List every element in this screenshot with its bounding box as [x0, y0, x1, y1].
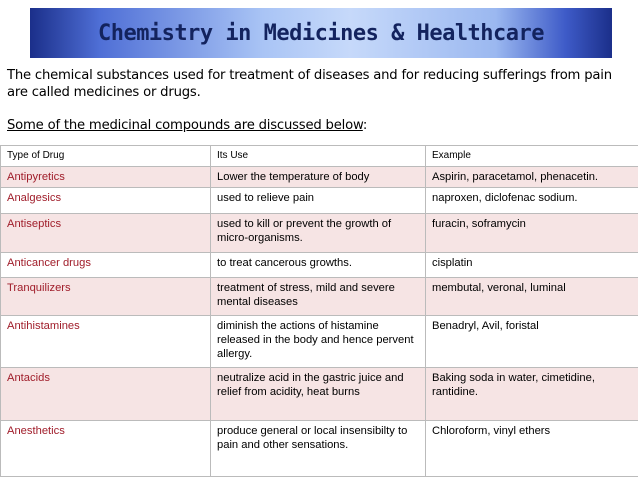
drug-type: Anesthetics	[0, 420, 211, 477]
table-row: Anesthetics produce general or local inse…	[0, 420, 638, 477]
header-row: Type of Drug Its Use Example	[0, 145, 638, 167]
table-row: Anticancer drugs to treat cancerous growt…	[0, 252, 638, 278]
subheading: Some of the medicinal compounds are disc…	[7, 118, 367, 133]
subheading-text: Some of the medicinal compounds are disc…	[7, 118, 363, 133]
title-banner: Chemistry in Medicines & Healthcare	[30, 8, 612, 58]
drug-type: Tranquilizers	[0, 277, 211, 316]
drug-type: Antiseptics	[0, 213, 211, 253]
drug-use: diminish the actions of histamine releas…	[210, 315, 426, 368]
table-row: Antacids neutralize acid in the gastric j…	[0, 367, 638, 421]
table-row: Antipyretics Lower the temperature of bod…	[0, 166, 638, 188]
intro-text: The chemical substances used for treatme…	[7, 68, 612, 100]
table-row: Antiseptics used to kill or prevent the g…	[0, 213, 638, 253]
drug-type: Antipyretics	[0, 166, 211, 188]
drug-example: furacin, soframycin	[425, 213, 638, 253]
drug-example: cisplatin	[425, 252, 638, 278]
drug-example: Baking soda in water, cimetidine, rantid…	[425, 367, 638, 421]
table-row: Analgesics used to relieve pain naproxen, …	[0, 187, 638, 214]
drug-use: used to relieve pain	[210, 187, 426, 214]
column-header: Type of Drug	[0, 145, 211, 167]
drug-use: treatment of stress, mild and severe men…	[210, 277, 426, 316]
drug-use: produce general or local insensibilty to…	[210, 420, 426, 477]
drug-example: naproxen, diclofenac sodium.	[425, 187, 638, 214]
drug-use: Lower the temperature of body	[210, 166, 426, 188]
table-row: Antihistamines diminish the actions of hi…	[0, 315, 638, 368]
drug-type: Analgesics	[0, 187, 211, 214]
drug-type: Anticancer drugs	[0, 252, 211, 278]
title: Chemistry in Medicines & Healthcare	[97, 20, 545, 46]
drug-example: Chloroform, vinyl ethers	[425, 420, 638, 477]
column-header: Its Use	[210, 145, 426, 167]
subheading-tail: :	[362, 118, 368, 133]
drug-table: Type of Drug Its Use Example Antipyretics Lo…	[0, 145, 638, 477]
drug-use: used to kill or prevent the growth of mi…	[210, 213, 426, 253]
drug-example: Benadryl, Avil, foristal	[425, 315, 638, 368]
table-row: Tranquilizers treatment of stress, mild a…	[0, 277, 638, 316]
drug-example: membutal, veronal, luminal	[425, 277, 638, 316]
drug-use: neutralize acid in the gastric juice and…	[210, 367, 426, 421]
drug-type: Antihistamines	[0, 315, 211, 368]
drug-use: to treat cancerous growths.	[210, 252, 426, 278]
column-header: Example	[425, 145, 638, 167]
drug-type: Antacids	[0, 367, 211, 421]
drug-example: Aspirin, paracetamol, phenacetin.	[425, 166, 638, 188]
